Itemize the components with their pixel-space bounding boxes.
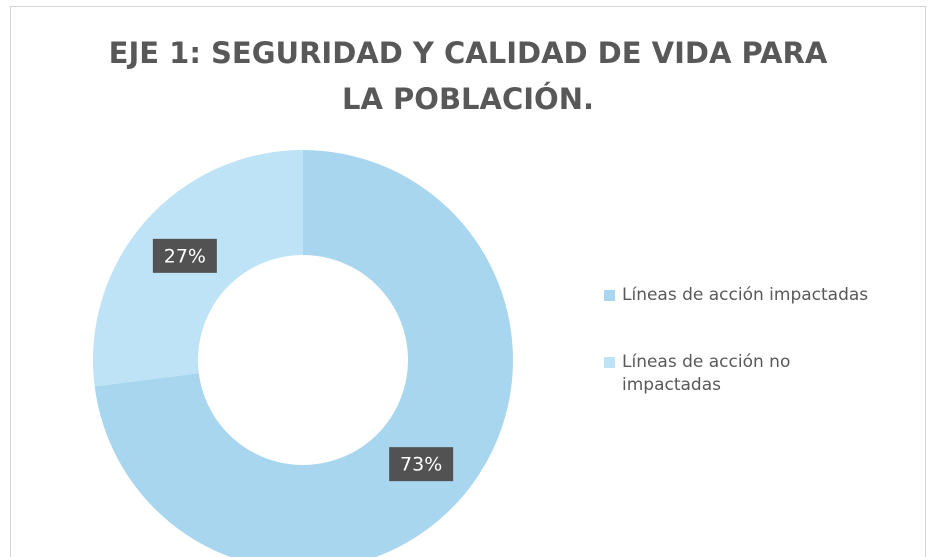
chart-frame [10,6,926,557]
data-label-box [389,447,454,482]
legend-swatch [604,357,615,368]
legend-swatch [604,290,615,301]
legend-label: Líneas de acción no impactadas [622,352,791,395]
data-label: 27% [164,245,206,267]
data-label-box [152,238,217,273]
data-label: 73% [400,454,442,476]
legend-label: Líneas de acción impactadas [622,285,869,305]
chart-title: EJE 1: SEGURIDAD Y CALIDAD DE VIDA PARA … [108,36,828,116]
